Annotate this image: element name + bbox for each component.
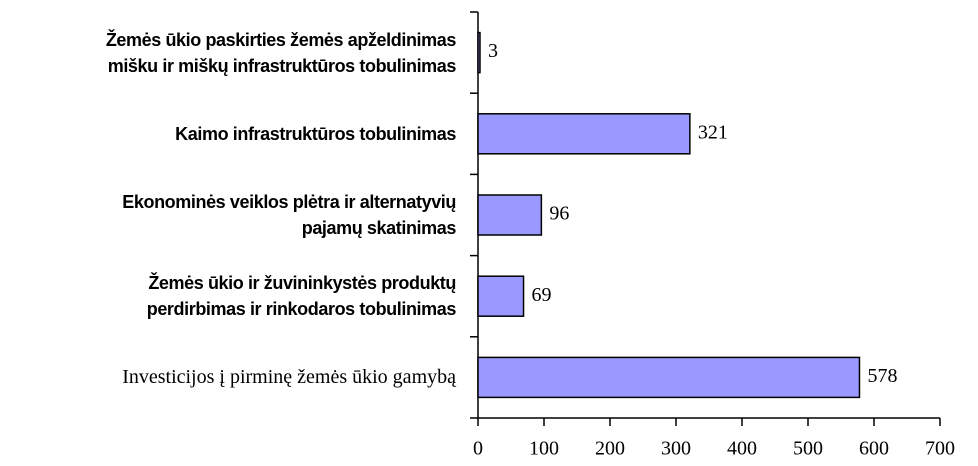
x-tick-label: 300 bbox=[661, 438, 691, 460]
data-label: 96 bbox=[549, 203, 569, 225]
data-label: 69 bbox=[532, 284, 552, 306]
x-tick-label: 500 bbox=[793, 438, 823, 460]
x-tick-label: 400 bbox=[727, 438, 757, 460]
bar bbox=[477, 194, 543, 236]
x-tick-label: 200 bbox=[595, 438, 625, 460]
category-label: Investicijos į pirminę žemės ūkio gamybą bbox=[122, 366, 456, 389]
x-tick-label: 700 bbox=[925, 438, 955, 460]
data-label: 321 bbox=[698, 121, 728, 143]
bar bbox=[477, 31, 481, 74]
x-tick-label: 100 bbox=[529, 438, 559, 460]
x-tick-label: 600 bbox=[859, 438, 889, 460]
category-label: Žemės ūkio ir žuvininkystės produktų per… bbox=[146, 273, 457, 320]
bar bbox=[477, 275, 525, 317]
data-label: 578 bbox=[867, 365, 897, 387]
category-label: Kaimo infrastruktūros tobulinimas bbox=[175, 123, 456, 144]
bar bbox=[477, 356, 861, 399]
x-tick-label: 0 bbox=[473, 438, 483, 460]
data-label: 3 bbox=[488, 40, 498, 62]
category-label: Žemės ūkio paskirties žemės apželdinimas… bbox=[105, 29, 457, 76]
bar bbox=[477, 113, 691, 155]
category-label: Ekonominės veiklos plėtra ir alternatyvi… bbox=[122, 192, 456, 238]
